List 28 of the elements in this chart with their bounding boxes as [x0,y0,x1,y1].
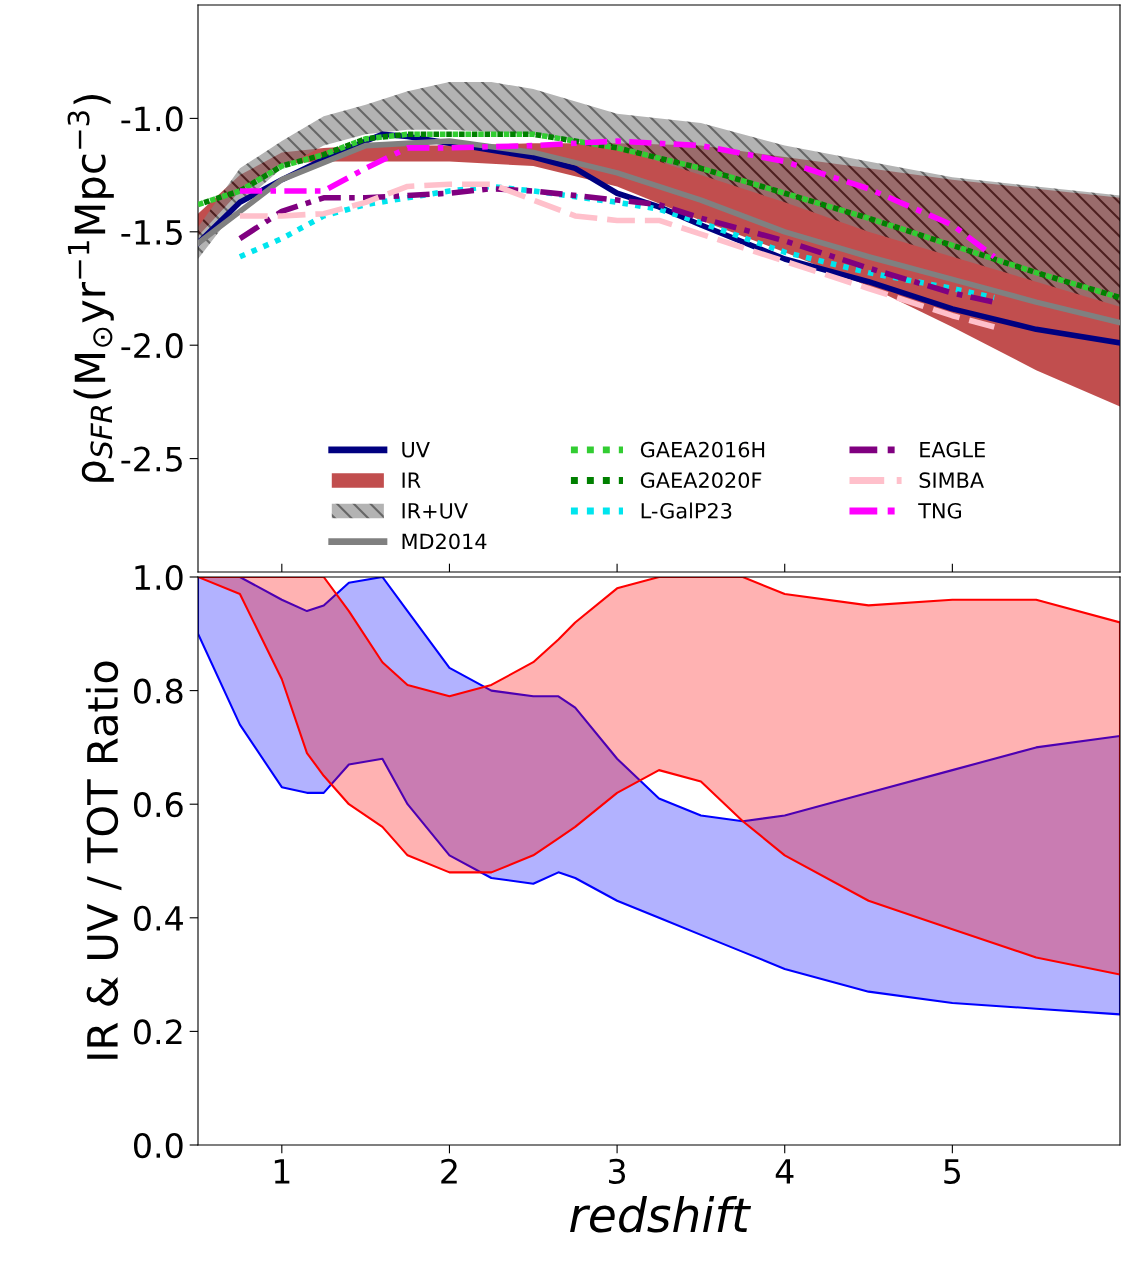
legend-label: L-GalP23 [641,502,732,519]
x-tick-label: 1 [274,1159,290,1184]
y-tick-label: 0.0 [133,1132,183,1159]
x-tick-label: 3 [609,1158,626,1184]
y-tick-label: 1.0 [135,564,183,591]
legend-label: GAEA2016H [640,441,765,458]
legend-label: GAEA2020F [640,472,762,489]
legend-label: IR+UV [402,503,468,519]
text: ρ$_{SFR}$(M$_{⊙}$yr$^{−1}$Mpc$^{−3}$) [67,95,114,482]
x-tick-label: 4 [775,1159,794,1184]
legend-label: SIMBA [919,472,984,489]
x-axis-title: redshift [570,1196,752,1233]
y-axis-title: IR & UV / TOT Ratio [85,661,122,1059]
legend-label: UV [402,441,430,458]
y-tick-label: -1.5 [121,220,182,245]
y-tick-label: 0.6 [133,792,183,818]
x-tick-label: 5 [944,1159,961,1184]
y-tick-label: -1.0 [121,106,183,132]
legend-label: EAGLE [920,441,985,458]
y-tick-label: -2.5 [121,446,182,472]
y-tick-label: 0.8 [133,678,183,704]
y-tick-label: 0.4 [133,905,183,931]
legend-label: IR [402,472,421,488]
legend-label: MD2014 [402,533,487,550]
legend-label: TNG [918,502,961,519]
x-tick-label: 2 [441,1158,457,1184]
y-tick-label: -2.0 [121,333,183,359]
y-tick-label: 0.2 [133,1019,182,1045]
